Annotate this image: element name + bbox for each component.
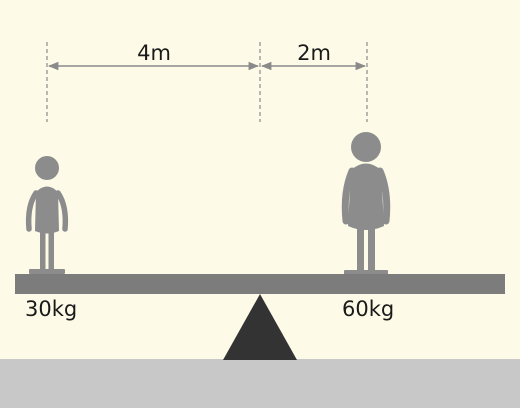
child-leg-left (40, 230, 46, 270)
ground (0, 359, 520, 408)
child-leg-right (48, 230, 54, 270)
adult-head (351, 132, 381, 162)
adult-arm-right (376, 167, 391, 225)
right-mass-label: 60kg (342, 297, 394, 321)
child-feet (29, 269, 65, 274)
right-distance-label: 2m (297, 41, 331, 65)
child-torso (35, 186, 59, 234)
adult-leg-left (357, 226, 364, 272)
adult-arm-left (341, 167, 356, 225)
adult-feet (344, 270, 388, 275)
seesaw-plank (15, 274, 505, 294)
adult-leg-right (368, 226, 375, 272)
left-mass-label: 30kg (25, 297, 77, 321)
fulcrum-triangle (223, 294, 297, 360)
left-distance-label: 4m (137, 41, 171, 65)
adult-torso (348, 163, 384, 230)
child-head (35, 156, 59, 180)
child-arm-left (25, 190, 39, 232)
child-arm-right (55, 190, 69, 232)
adult-figure-right (341, 132, 391, 275)
child-figure-left (25, 156, 69, 274)
